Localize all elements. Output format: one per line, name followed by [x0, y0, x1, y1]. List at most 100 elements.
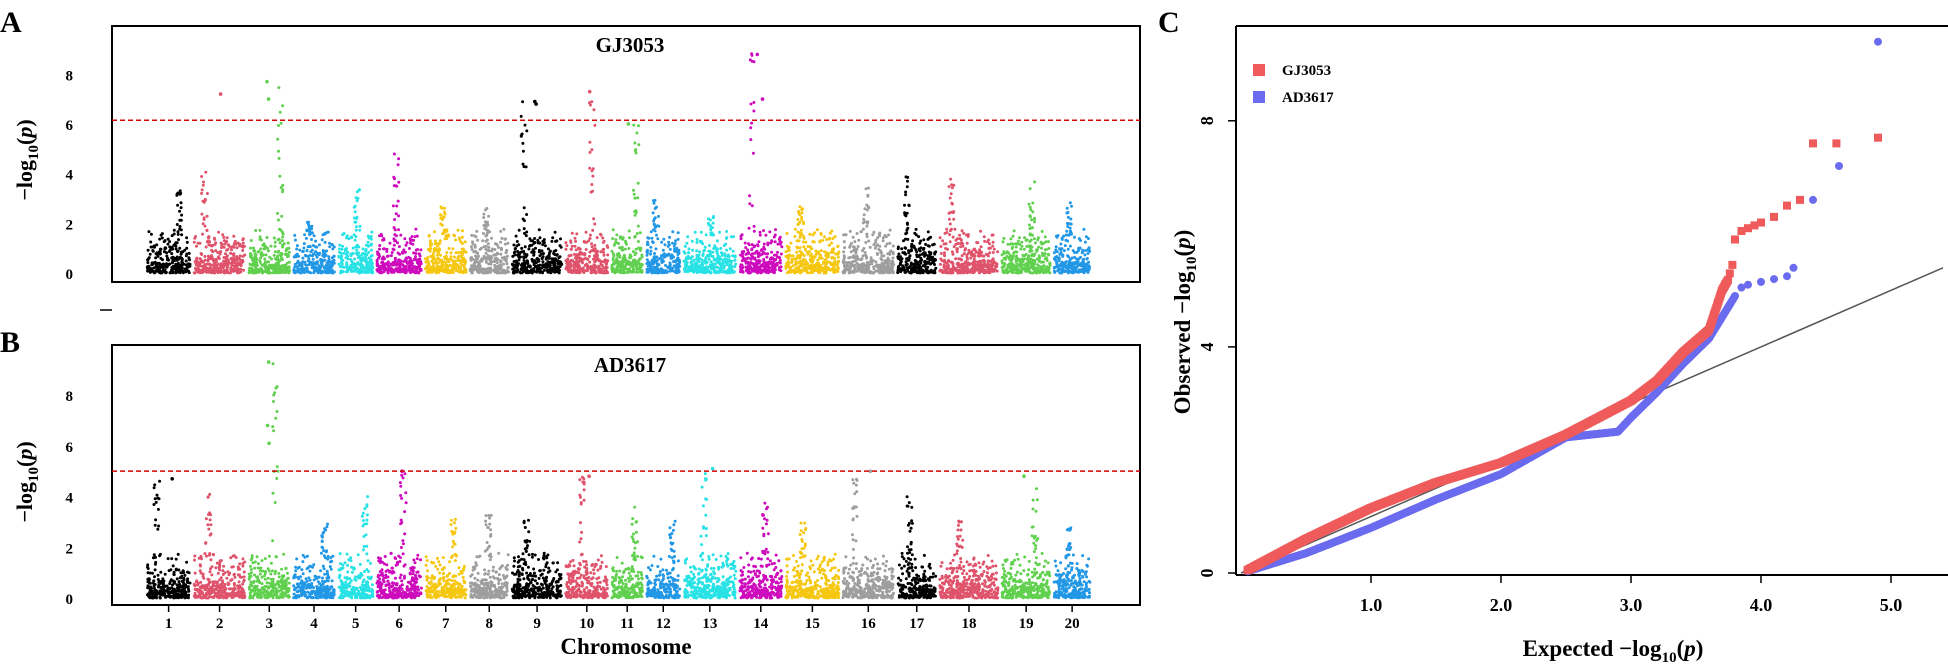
snp-point: [221, 233, 225, 237]
snp-point: [554, 268, 558, 272]
snp-point: [407, 247, 411, 250]
snp-point: [924, 269, 928, 273]
snp-point: [812, 240, 816, 244]
snp-point: [252, 259, 256, 263]
snp-point: [793, 227, 797, 231]
snp-point: [715, 239, 719, 243]
snp-point: [519, 250, 523, 254]
chromosome-7-points: [424, 205, 468, 275]
snp-point: [236, 271, 240, 275]
snp-point: [877, 232, 881, 236]
snp-point: [217, 230, 221, 234]
snp-point: [905, 211, 909, 215]
snp-point: [301, 256, 305, 260]
snp-point: [253, 265, 257, 268]
snp-point: [248, 262, 252, 266]
snp-point: [831, 255, 834, 259]
snp-point: [836, 244, 840, 248]
snp-point: [711, 232, 715, 236]
snp-point: [484, 251, 488, 255]
snp-point: [764, 233, 768, 237]
snp-point: [378, 244, 382, 247]
snp-point: [672, 269, 676, 273]
snp-point: [188, 258, 191, 262]
snp-point: [187, 251, 191, 255]
snp-point: [683, 268, 687, 272]
snp-point: [382, 270, 386, 274]
snp-point: [646, 236, 650, 240]
snp-point: [173, 267, 177, 271]
snp-point: [531, 248, 535, 252]
snp-point: [983, 239, 987, 243]
snp-point: [152, 271, 156, 275]
snp-point: [172, 243, 176, 247]
snp-point: [478, 268, 482, 272]
snp-point: [202, 263, 206, 267]
snp-point: [623, 247, 627, 251]
snp-point: [317, 269, 321, 273]
snp-point: [338, 255, 341, 259]
snp-point: [594, 271, 598, 275]
snp-point: [297, 267, 300, 271]
snp-point: [602, 253, 606, 257]
snp-point: [378, 247, 381, 251]
snp-point: [897, 265, 901, 269]
snp-point: [432, 268, 436, 272]
snp-point: [393, 218, 397, 221]
snp-point: [973, 247, 976, 251]
snp-point: [862, 213, 866, 217]
snp-point: [854, 255, 858, 259]
snp-point: [866, 221, 869, 225]
snp-point: [824, 251, 828, 255]
snp-point: [891, 269, 895, 273]
snp-point: [649, 262, 653, 266]
snp-point: [747, 243, 751, 247]
snp-point: [789, 241, 793, 245]
snp-point: [277, 124, 280, 127]
snp-point: [932, 271, 936, 275]
snp-point: [385, 247, 389, 251]
snp-point: [828, 261, 832, 265]
snp-point: [149, 245, 153, 249]
chromosome-3-points: [247, 86, 292, 275]
snp-point: [920, 268, 924, 272]
snp-point: [181, 271, 185, 275]
snp-point: [590, 242, 594, 246]
snp-point: [201, 222, 205, 226]
snp-point: [703, 269, 707, 273]
chromosome-1-points: [145, 189, 192, 275]
snp-point: [454, 268, 458, 272]
snp-point: [460, 253, 464, 257]
snp-point: [166, 237, 170, 241]
snp-point: [800, 208, 804, 212]
snp-point: [249, 239, 253, 242]
snp-point: [795, 239, 799, 243]
snp-point: [187, 265, 190, 269]
snp-point: [765, 270, 769, 274]
snp-point: [230, 263, 234, 267]
snp-point: [195, 244, 198, 248]
snp-point: [210, 271, 214, 275]
snp-point: [887, 233, 891, 237]
snp-point: [443, 230, 447, 234]
snp-point: [358, 188, 361, 192]
snp-point: [928, 256, 931, 260]
snp-point: [804, 266, 808, 270]
snp-point: [356, 261, 360, 265]
snp-point: [722, 266, 726, 270]
snp-point: [632, 192, 636, 196]
snp-point: [337, 247, 341, 251]
snp-point: [728, 247, 732, 251]
snp-point: [276, 211, 279, 215]
snp-point: [656, 237, 660, 241]
snp-point: [200, 188, 204, 192]
snp-point: [439, 213, 442, 217]
snp-point: [811, 233, 815, 237]
snp-point: [324, 253, 328, 257]
snp-point: [861, 267, 864, 271]
snp-point: [904, 190, 908, 194]
snp-point: [965, 241, 969, 245]
snp-point: [654, 205, 658, 209]
snp-point: [393, 228, 397, 232]
